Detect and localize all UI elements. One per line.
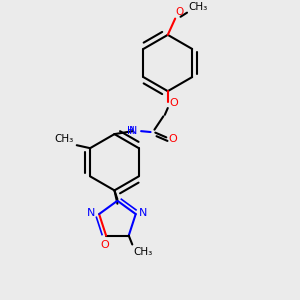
Text: O: O — [169, 134, 177, 144]
Text: CH₃: CH₃ — [55, 134, 74, 144]
Text: O: O — [100, 240, 109, 250]
Text: N: N — [129, 126, 138, 136]
Text: O: O — [176, 7, 184, 17]
Text: O: O — [169, 98, 178, 108]
Text: CH₃: CH₃ — [133, 248, 152, 257]
Text: N: N — [139, 208, 148, 218]
Text: H: H — [128, 126, 135, 136]
Text: N: N — [87, 208, 95, 218]
Text: CH₃: CH₃ — [188, 2, 207, 12]
